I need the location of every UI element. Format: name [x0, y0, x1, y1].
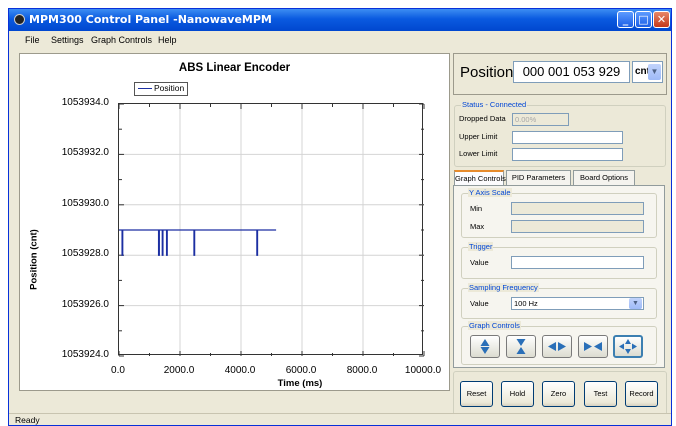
lower-limit-field[interactable] [512, 148, 623, 161]
y-axis-scale-group: Y Axis Scale Min Max [461, 188, 657, 238]
sampling-frequency-select[interactable]: 100 Hz ▼ [511, 297, 644, 310]
compress-horizontal-icon [584, 342, 602, 351]
tab-graph-controls[interactable]: Graph Controls [454, 170, 506, 186]
sampling-value-label: Value [470, 299, 489, 308]
x-tick-label: 10000.0 [404, 365, 442, 376]
sampling-frequency-legend: Sampling Frequency [468, 283, 539, 292]
tab-pid-parameters[interactable]: PID Parameters [506, 170, 571, 185]
minimize-button[interactable]: _ [617, 11, 634, 28]
graph-controls-group: Graph Controls [461, 321, 657, 365]
chevron-down-icon[interactable]: ▼ [629, 298, 642, 309]
chevron-down-icon[interactable]: ▼ [648, 64, 661, 80]
chart-title: ABS Linear Encoder [178, 62, 291, 74]
trigger-value-label: Value [470, 258, 489, 267]
y-tick-label: 1053928.0 [61, 248, 109, 259]
x-axis-label: Time (ms) [277, 378, 323, 389]
y-min-field[interactable] [511, 202, 644, 215]
y-tick-label: 1053932.0 [61, 147, 109, 158]
y-tick-label: 1053924.0 [61, 349, 109, 360]
compress-vertical-icon [516, 339, 526, 354]
legend-label: Position [154, 83, 185, 93]
title-bar: MPM300 Control Panel -NanowaveMPM _ □ ✕ [9, 9, 671, 31]
x-tick-label: 4000.0 [224, 365, 256, 376]
zoom-y-expand-button[interactable] [470, 335, 500, 358]
record-button[interactable]: Record [625, 381, 658, 407]
trigger-value-field[interactable] [511, 256, 644, 269]
graph-controls-tab-panel: Y Axis Scale Min Max Trigger Value Sampl… [453, 185, 665, 368]
position-label: Position [460, 64, 514, 81]
x-tick-label: 8000.0 [346, 365, 378, 376]
close-button[interactable]: ✕ [653, 11, 670, 28]
menu-bar: File Settings Graph Controls Help [9, 31, 671, 49]
position-value: 000 001 053 929 [513, 61, 630, 83]
y-axis-scale-legend: Y Axis Scale [468, 188, 512, 197]
expand-vertical-icon [480, 339, 490, 354]
y-axis-label: Position (cnt) [28, 229, 40, 290]
action-buttons-group: Reset Hold Zero Test Record [453, 371, 667, 417]
dropped-data-field: 0.00% [512, 113, 569, 126]
max-label: Max [470, 222, 485, 231]
status-bar: Ready [9, 413, 671, 425]
sampling-frequency-value: 100 Hz [514, 299, 538, 308]
legend-swatch [138, 88, 152, 89]
maximize-button[interactable]: □ [635, 11, 652, 28]
graph-controls-legend: Graph Controls [468, 321, 521, 330]
upper-limit-field[interactable] [512, 131, 623, 144]
x-tick-label: 6000.0 [285, 365, 317, 376]
status-text: Ready [15, 415, 40, 425]
zoom-all-expand-button[interactable] [613, 335, 643, 358]
hold-button[interactable]: Hold [501, 381, 534, 407]
min-label: Min [470, 204, 483, 213]
reset-button[interactable]: Reset [460, 381, 493, 407]
status-legend: Status - Connected [461, 100, 528, 109]
position-series-line [119, 229, 277, 256]
zoom-x-expand-button[interactable] [542, 335, 572, 358]
expand-horizontal-icon [548, 342, 566, 351]
y-max-field[interactable] [511, 220, 644, 233]
x-tick-label: 2000.0 [163, 365, 195, 376]
chart-legend: Position [134, 82, 188, 96]
expand-all-icon [619, 339, 637, 354]
zoom-x-compress-button[interactable] [578, 335, 608, 358]
app-icon [14, 14, 25, 25]
window-title: MPM300 Control Panel -NanowaveMPM [29, 13, 272, 26]
test-button[interactable]: Test [584, 381, 617, 407]
tab-board-options[interactable]: Board Options [573, 170, 635, 185]
y-tick-label: 1053930.0 [61, 198, 109, 209]
trigger-group: Trigger Value [461, 242, 657, 279]
zero-button[interactable]: Zero [542, 381, 575, 407]
tab-strip: Graph Controls PID Parameters Board Opti… [453, 170, 665, 186]
app-window: MPM300 Control Panel -NanowaveMPM _ □ ✕ … [8, 8, 672, 426]
y-tick-label: 1053926.0 [61, 299, 109, 310]
dropped-data-label: Dropped Data [459, 114, 506, 123]
position-display: Position 000 001 053 929 cnt ▼ [453, 53, 667, 95]
unit-select[interactable]: cnt ▼ [632, 61, 663, 83]
zoom-y-compress-button[interactable] [506, 335, 536, 358]
upper-limit-label: Upper Limit [459, 132, 498, 141]
plot-area [118, 103, 425, 357]
menu-help[interactable]: Help [158, 35, 177, 45]
sampling-frequency-group: Sampling Frequency Value 100 Hz ▼ [461, 283, 657, 319]
status-group: Status - Connected Dropped Data 0.00% Up… [454, 100, 666, 167]
menu-file[interactable]: File [25, 35, 40, 45]
right-panel: Position 000 001 053 929 cnt ▼ Status - … [453, 53, 669, 417]
menu-settings[interactable]: Settings [51, 35, 84, 45]
chart-panel: ABS Linear Encoder Position 1053934.0 10… [19, 53, 450, 391]
trigger-legend: Trigger [468, 242, 494, 251]
x-tick-label: 0.0 [111, 365, 125, 376]
menu-graph-controls[interactable]: Graph Controls [91, 35, 153, 45]
unit-select-value: cnt [635, 66, 650, 77]
lower-limit-label: Lower Limit [459, 149, 498, 158]
y-tick-label: 1053934.0 [61, 97, 109, 108]
